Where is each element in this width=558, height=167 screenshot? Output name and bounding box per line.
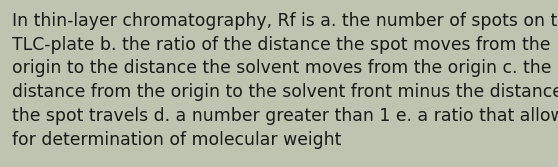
Text: In thin-layer chromatography, Rf is a. the number of spots on the
TLC-plate b. t: In thin-layer chromatography, Rf is a. t… <box>12 12 558 149</box>
